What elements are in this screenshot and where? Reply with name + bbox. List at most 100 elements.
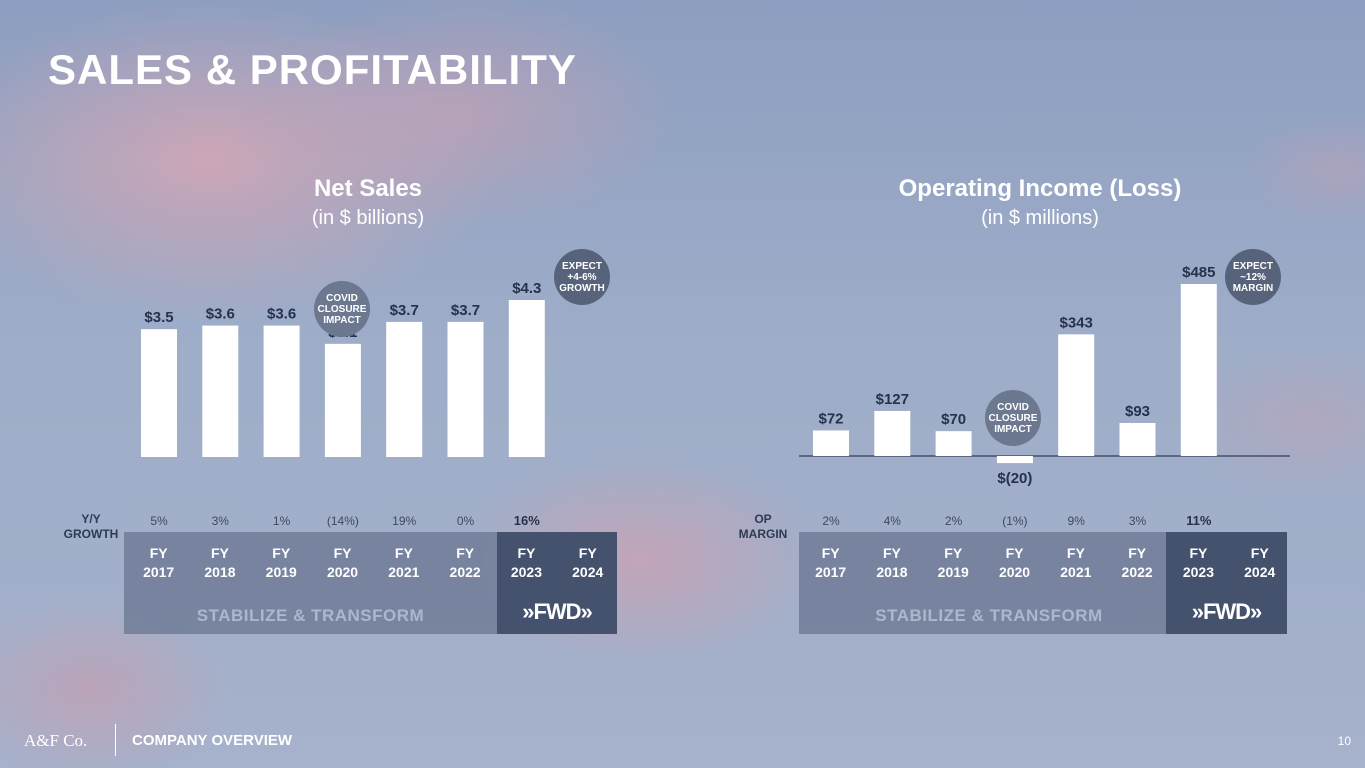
bar — [874, 410, 911, 456]
op-income-subtitle: (in $ millions) — [981, 207, 1099, 229]
page-number: 10 — [1337, 734, 1351, 748]
expect-line1: EXPECT — [1232, 260, 1273, 272]
data-label: $3.6 — [206, 306, 235, 323]
covid-line2: CLOSURE — [317, 303, 367, 315]
expect-line3: MARGIN — [1232, 282, 1274, 294]
bar — [996, 456, 1033, 464]
row-value-highlight: 11% — [1186, 513, 1212, 528]
x-tick-label: FY 2021 — [1045, 544, 1106, 582]
data-label: $3.6 — [267, 306, 296, 323]
x-tick-label-line1: FY — [517, 545, 536, 561]
op-income-covid-bubble: COVID CLOSURE IMPACT — [985, 390, 1041, 446]
bar — [1058, 334, 1095, 456]
op-income-year-labels: FY 2017 FY 2018 FY 2019 FY 2020 FY 2021 FY 2022 FY 20… — [800, 544, 1290, 582]
x-tick-label: FY 2022 — [1106, 544, 1167, 582]
x-tick-label-line1: FY — [821, 545, 840, 561]
footer-section-label: COMPANY OVERVIEW — [132, 732, 293, 749]
data-label: $70 — [941, 411, 966, 428]
x-tick-label-line1: FY — [944, 545, 963, 561]
x-tick-label: FY 2023 — [496, 544, 557, 582]
op-income-expect-bubble: EXPECT ~12% MARGIN — [1225, 249, 1281, 305]
x-tick-label-line2: 2024 — [572, 564, 604, 580]
net-sales-year-labels: FY 2017 FY 2018 FY 2019 FY 2020 FY 2021 FY 2022 FY 20… — [128, 544, 618, 582]
fwd-logo: »FWD» — [1191, 599, 1263, 624]
op-income-fwd-band: »FWD» — [1166, 532, 1287, 634]
bar — [263, 325, 300, 457]
x-tick-label: FY 2024 — [557, 544, 618, 582]
row-value: 5% — [150, 514, 168, 528]
x-tick-label: FY 2019 — [251, 544, 312, 582]
net-sales-subtitle: (in $ billions) — [311, 207, 425, 229]
x-tick-label-line2: 2020 — [998, 564, 1031, 580]
x-tick-label-line2: 2018 — [204, 564, 236, 580]
footer-divider — [115, 724, 116, 756]
data-label: $3.5 — [144, 309, 173, 326]
x-tick-label-line2: 2023 — [1182, 564, 1214, 580]
op-income-phase-label: STABILIZE & TRANSFORM — [875, 606, 1103, 625]
net-sales-phase-label: STABILIZE & TRANSFORM — [196, 606, 425, 625]
x-tick-label-line2: 2021 — [1060, 564, 1092, 580]
covid-line3: IMPACT — [323, 314, 361, 326]
x-tick-label-line1: FY — [1189, 545, 1208, 561]
x-tick-label: FY 2021 — [373, 544, 434, 582]
row-value: 3% — [212, 514, 230, 528]
bar — [447, 321, 484, 457]
row-value-highlight: 16% — [514, 513, 540, 528]
x-tick-label-line1: FY — [149, 545, 168, 561]
net-sales-covid-bubble: COVID CLOSURE IMPACT — [314, 281, 370, 337]
x-tick-label-line1: FY — [883, 545, 901, 561]
op-margin-label: OP MARGIN — [728, 512, 798, 542]
fwd-logo: »FWD» — [522, 599, 593, 624]
net-sales-stabilize-band: STABILIZE & TRANSFORM — [124, 532, 497, 634]
row-value: 19% — [392, 514, 416, 528]
x-tick-label-line2: 2017 — [143, 564, 175, 580]
x-tick-label-line2: 2018 — [876, 564, 908, 580]
bar — [1180, 284, 1217, 456]
bar — [202, 325, 239, 457]
data-label: $4.3 — [512, 280, 541, 297]
expect-line2: +4-6% — [567, 271, 597, 283]
data-label: $343 — [1060, 314, 1093, 331]
x-tick-label-line2: 2019 — [265, 564, 297, 580]
x-tick-label: FY 2020 — [984, 544, 1045, 582]
yy-growth-label-line1: Y/Y — [81, 512, 101, 526]
bar — [508, 300, 545, 457]
x-tick-label-line2: 2024 — [1244, 564, 1276, 580]
x-tick-label-line1: FY — [1128, 545, 1147, 561]
row-value: (1%) — [1002, 514, 1027, 528]
x-tick-label-line2: 2023 — [510, 564, 542, 580]
company-logo: A&F Co. — [24, 731, 88, 750]
x-tick-label-line1: FY — [394, 545, 413, 561]
row-value: 0% — [457, 514, 475, 528]
data-label: $127 — [876, 391, 909, 408]
x-tick-label-line1: FY — [1250, 545, 1269, 561]
net-sales-title: Net Sales — [313, 175, 423, 202]
bar — [386, 321, 423, 457]
x-tick-label-line2: 2021 — [388, 564, 420, 580]
x-tick-label-line1: FY — [272, 545, 291, 561]
x-tick-label-line1: FY — [211, 545, 229, 561]
bar — [1119, 423, 1156, 456]
x-tick-label-line2: 2019 — [937, 564, 969, 580]
x-tick-label-line2: 2017 — [815, 564, 847, 580]
net-sales-heading: Net Sales (in $ billions) — [218, 175, 518, 230]
expect-line2: ~12% — [1240, 271, 1266, 283]
data-label: $485 — [1182, 264, 1215, 281]
x-tick-label: FY 2023 — [1168, 544, 1229, 582]
row-value: 4% — [884, 514, 902, 528]
op-margin-label-line2: MARGIN — [738, 527, 788, 541]
x-tick-label: FY 2024 — [1229, 544, 1290, 582]
x-tick-label: FY 2017 — [800, 544, 861, 582]
covid-line3: IMPACT — [994, 423, 1032, 435]
x-tick-label-line2: 2020 — [326, 564, 359, 580]
bar — [935, 431, 972, 456]
covid-line1: COVID — [326, 292, 358, 304]
bar — [324, 343, 361, 457]
row-value: (14%) — [327, 514, 359, 528]
data-label: $(20) — [997, 470, 1032, 487]
net-sales-fwd-band: »FWD» — [497, 532, 617, 634]
net-sales-expect-bubble: EXPECT +4-6% GROWTH — [554, 249, 610, 305]
data-label: $93 — [1125, 403, 1150, 420]
